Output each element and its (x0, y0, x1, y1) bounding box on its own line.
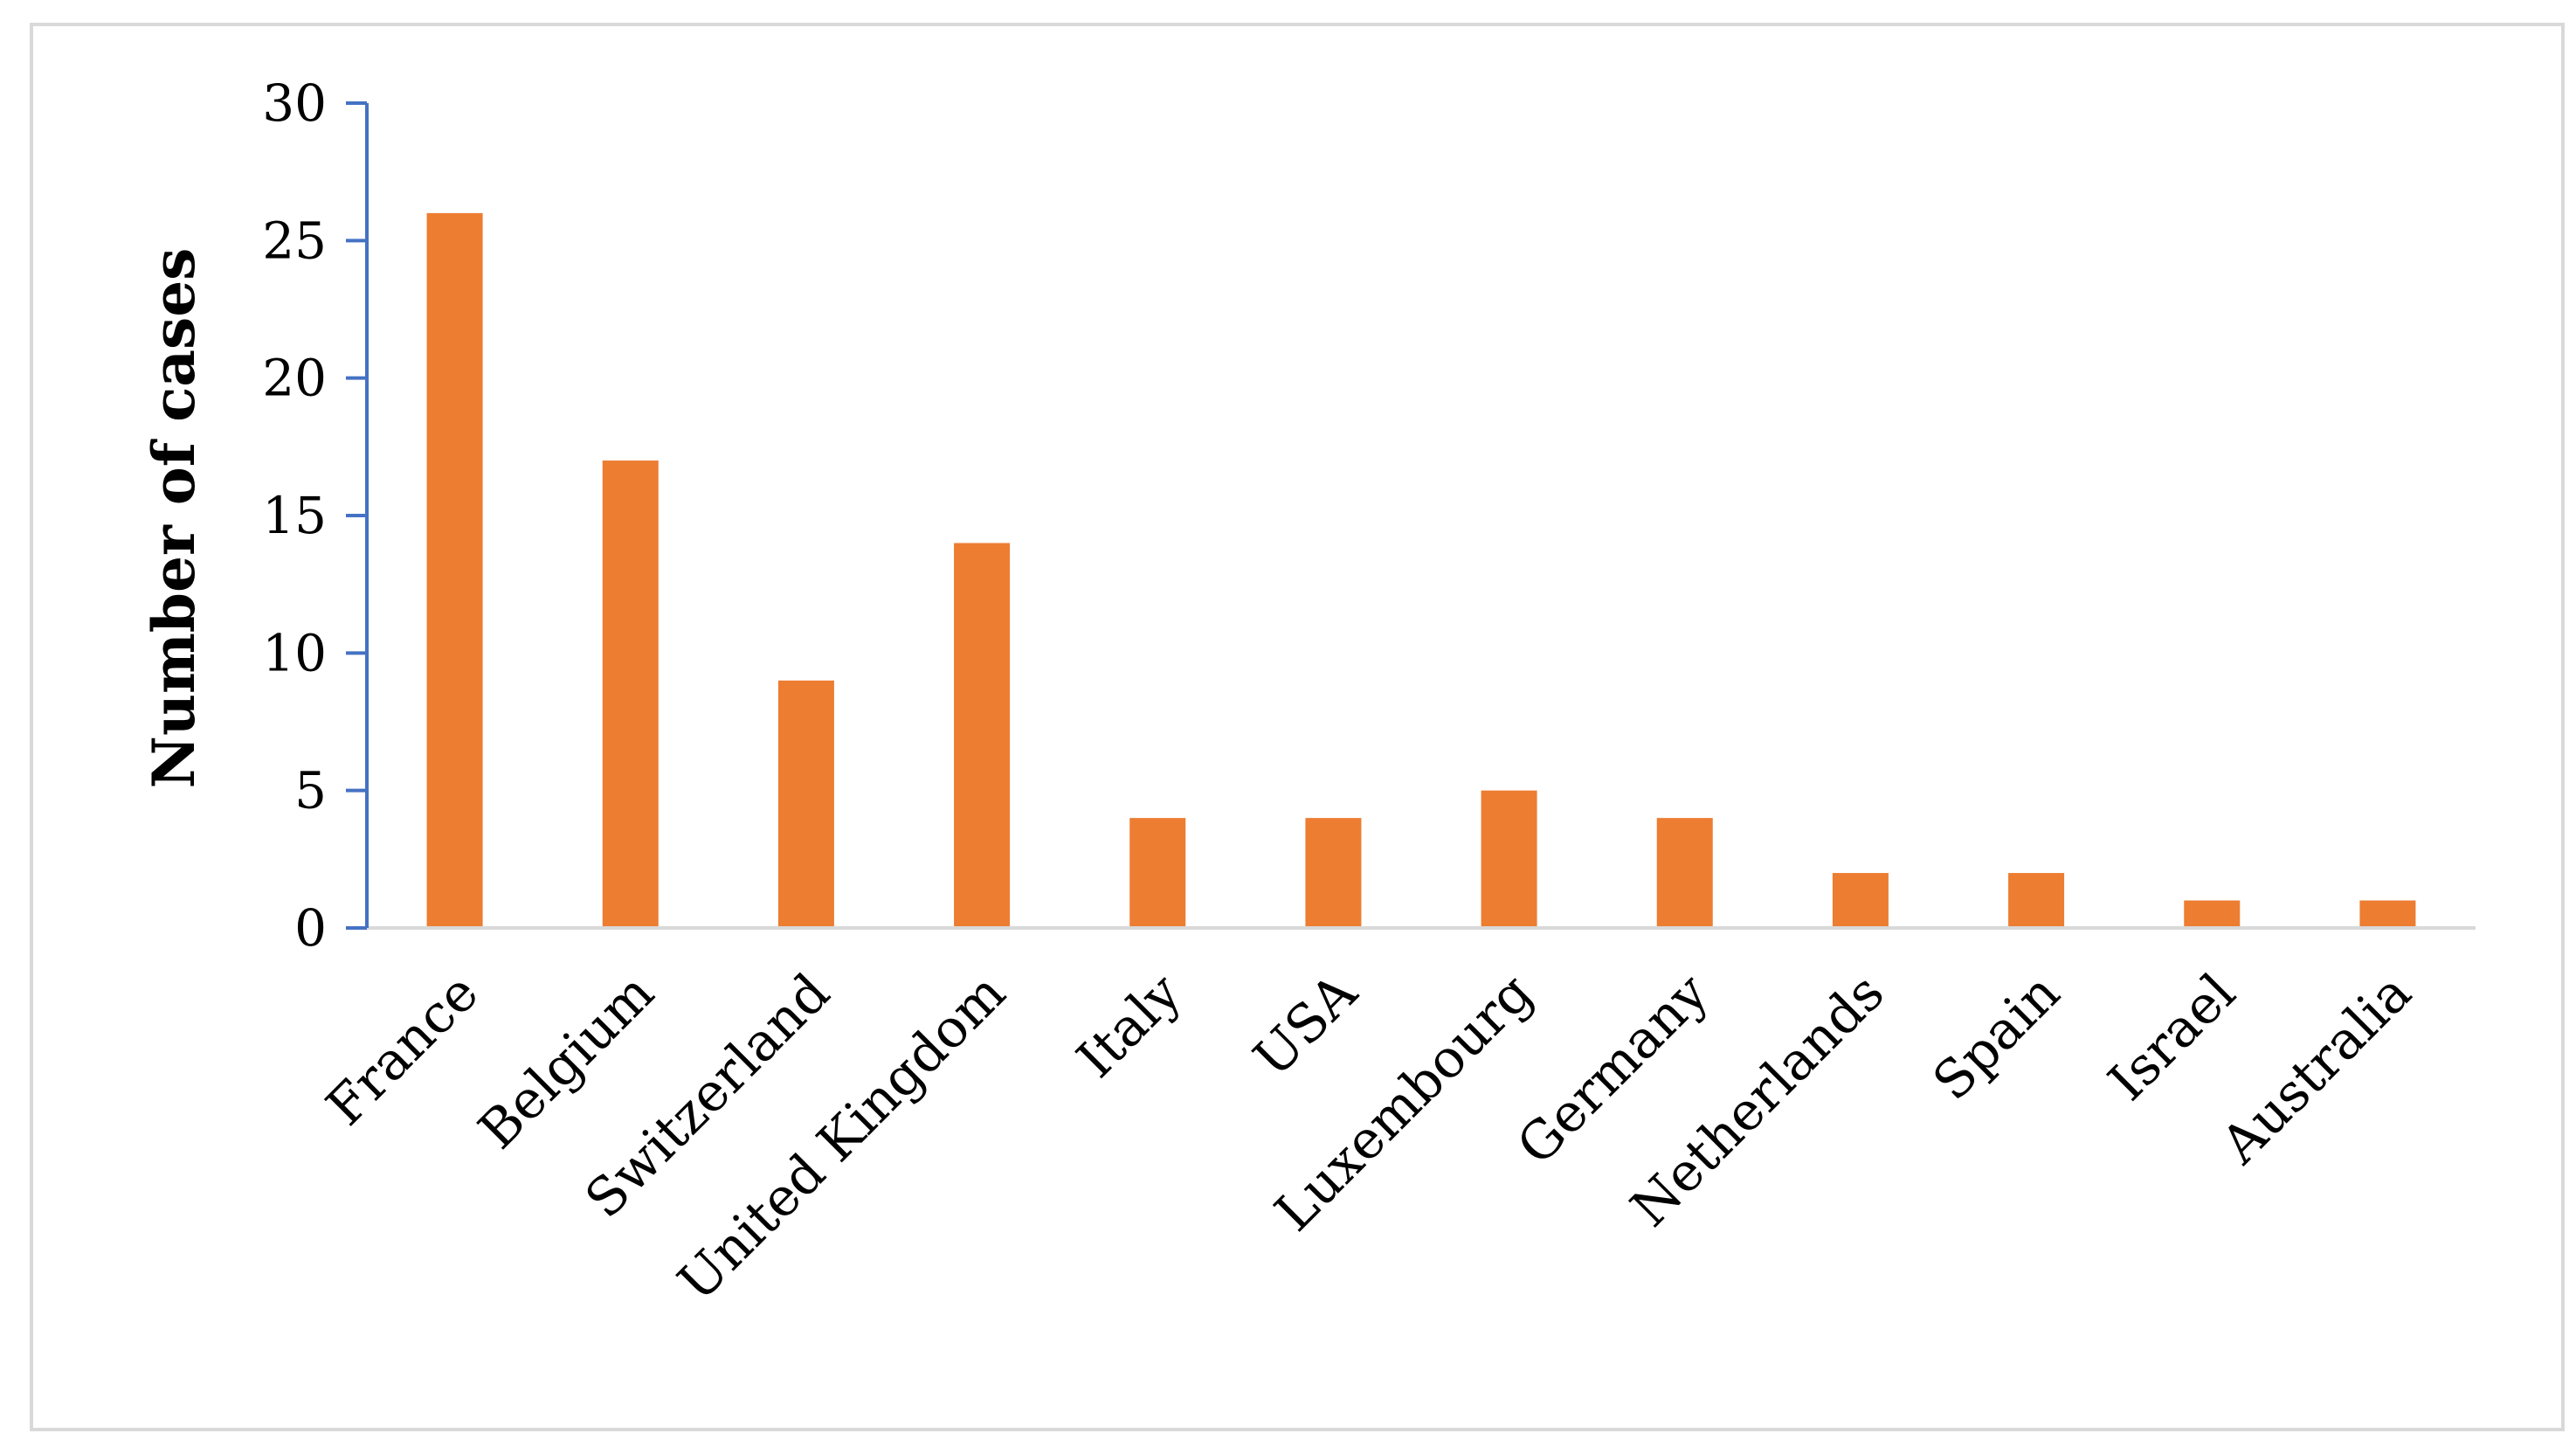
bars-layer (426, 212, 2416, 928)
x-tick-label: France (314, 962, 490, 1138)
bar-italy (1129, 818, 1186, 928)
bar-germany (1656, 818, 1713, 928)
bar-france (426, 212, 483, 928)
y-tick-label: 10 (262, 623, 327, 682)
bar-netherlands (1832, 873, 1889, 928)
y-tick-label: 30 (262, 73, 327, 133)
x-tick-label: Spain (1922, 962, 2072, 1112)
x-tick-label: Australia (2209, 962, 2423, 1176)
y-tick-label: 20 (262, 349, 327, 408)
y-tick-labels: 0 5 10 15 20 25 30 (262, 73, 327, 958)
bar-israel (2184, 900, 2241, 928)
x-tick-label: Italy (1066, 962, 1193, 1090)
bar-united-kingdom (954, 543, 1011, 928)
x-tick-label: Israel (2097, 962, 2248, 1112)
bar-spain (2008, 873, 2065, 928)
x-tick-label: USA (1242, 962, 1369, 1089)
bar-australia (2359, 900, 2416, 928)
x-tick-label: United Kingdom (666, 962, 1018, 1313)
y-axis (346, 101, 369, 930)
y-tick-label: 0 (294, 898, 327, 958)
y-tick-label: 5 (294, 761, 327, 820)
y-tick-label: 25 (262, 211, 327, 270)
bar-belgium (602, 460, 659, 928)
bar-switzerland (777, 680, 834, 928)
y-axis-title: Number of cases (140, 248, 208, 789)
y-tick-label: 15 (262, 486, 327, 545)
bar-luxembourg (1481, 790, 1537, 928)
bar-usa (1305, 818, 1362, 928)
